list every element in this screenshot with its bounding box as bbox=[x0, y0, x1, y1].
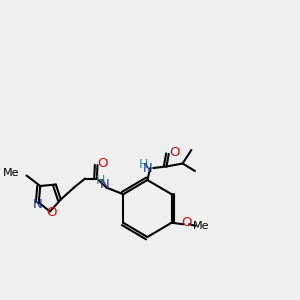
Text: O: O bbox=[169, 146, 179, 159]
Text: N: N bbox=[32, 197, 42, 211]
Text: N: N bbox=[100, 178, 110, 191]
Text: O: O bbox=[181, 216, 191, 229]
Text: N: N bbox=[143, 161, 153, 175]
Text: Me: Me bbox=[3, 168, 19, 178]
Text: O: O bbox=[98, 157, 108, 170]
Text: Me: Me bbox=[193, 221, 210, 231]
Text: O: O bbox=[46, 206, 57, 220]
Text: H: H bbox=[139, 158, 148, 171]
Text: H: H bbox=[96, 173, 105, 187]
